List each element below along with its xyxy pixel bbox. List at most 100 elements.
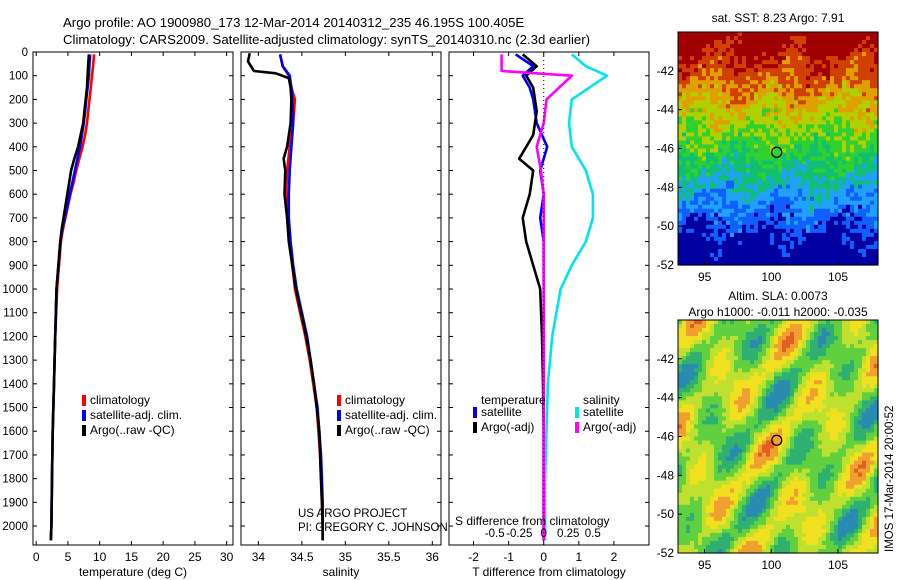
legend-swatch xyxy=(473,407,477,418)
series-line-2 xyxy=(49,54,91,541)
legend-label: climatology xyxy=(90,393,150,407)
x-tick-label: 95 xyxy=(698,270,712,284)
plot-frame xyxy=(448,51,650,546)
y-tick-label: -44 xyxy=(657,103,675,117)
x-tick-label: 35.5 xyxy=(377,550,401,564)
x-tick-label: 2 xyxy=(611,550,618,564)
plot-frame xyxy=(32,51,234,546)
y-tick-label: -46 xyxy=(657,430,675,444)
y-tick-label: 1300 xyxy=(2,355,28,367)
legend-title-salinity: salinity xyxy=(583,393,620,407)
legend-label: satellite-adj. clim. xyxy=(345,408,437,422)
x-tick-label: 105 xyxy=(828,270,848,284)
y-tick-label: 700 xyxy=(9,213,28,225)
x-tick-label: 35 xyxy=(339,550,353,564)
x-tick-label: 34.5 xyxy=(290,550,314,564)
x-axis-label: salinity xyxy=(323,565,360,579)
y-tick-label: -50 xyxy=(657,507,675,521)
y-tick-label: 1700 xyxy=(2,450,28,462)
legend-swatch xyxy=(82,395,86,406)
s-tick-label: 0.25 xyxy=(557,528,579,540)
legend-label: Argo(..raw -QC) xyxy=(345,423,430,437)
x-tick-label: 5 xyxy=(65,550,72,564)
series-line-2 xyxy=(543,53,609,541)
legend-label: satellite-adj. clim. xyxy=(90,408,182,422)
pi-label: PI: GREGORY C. JOHNSON xyxy=(298,522,448,534)
map-subtitle: Argo h1000: -0.011 h2000: -0.035 xyxy=(688,305,868,319)
y-tick-label: 1200 xyxy=(2,331,28,343)
x-tick-label: 36 xyxy=(426,550,440,564)
imos-label: IMOS 17-Mar-2014 20:00:52 xyxy=(884,406,896,552)
x-tick-label: 25 xyxy=(188,550,202,564)
legend-swatch xyxy=(575,422,579,433)
x-tick-label: 105 xyxy=(828,558,848,572)
s-axis-label: S difference from climatology xyxy=(455,514,610,528)
legend-label: Argo(-adj) xyxy=(583,420,636,434)
x-axis-label: T difference from climatology xyxy=(472,565,626,579)
y-tick-label: 1900 xyxy=(2,497,28,509)
y-tick-label: 900 xyxy=(9,260,28,272)
y-tick-label: 200 xyxy=(9,94,28,106)
y-tick-label: -52 xyxy=(657,258,675,272)
sla-map-panel: 95 100 105 -42 -44 -46 -48 -50 -52 Altim. SLA: 0.… xyxy=(657,289,879,572)
y-tick-label: 800 xyxy=(9,237,28,249)
y-tick-label: -50 xyxy=(657,219,675,233)
y-tick-label: 1000 xyxy=(2,284,28,296)
x-axis-label: temperature (deg C) xyxy=(79,565,187,579)
s-tick-label: 0 xyxy=(541,528,547,540)
x-tick-label: 1 xyxy=(575,550,582,564)
y-tick-label: 2000 xyxy=(2,521,28,533)
y-tick-label: 400 xyxy=(9,142,28,154)
salinity-panel: 34 34.5 35 35.5 36 salinity climatologysatelli… xyxy=(240,51,442,579)
y-tick-label: 1800 xyxy=(2,474,28,486)
series-line-3 xyxy=(500,54,574,541)
map-title: sat. SST: 8.23 Argo: 7.91 xyxy=(712,11,845,25)
temperature-panel: 0 5 10 15 20 25 300100200300400500600700800900… xyxy=(2,47,233,579)
legend-swatch xyxy=(337,395,341,406)
y-tick-label: -44 xyxy=(657,391,675,405)
y-tick-label: 1400 xyxy=(2,379,28,391)
map-cells xyxy=(678,32,879,266)
y-tick-label: -52 xyxy=(657,546,675,560)
x-tick-label: 34 xyxy=(252,550,266,564)
argo-location-marker xyxy=(771,434,783,446)
x-tick-label: 100 xyxy=(761,558,781,572)
y-tick-label: -48 xyxy=(657,468,675,482)
project-label: US ARGO PROJECT xyxy=(298,508,407,520)
series-line-2 xyxy=(246,52,325,541)
s-tick-label: -0.25 xyxy=(506,528,532,540)
legend-label: satellite xyxy=(481,405,522,419)
x-tick-label: -1 xyxy=(503,550,514,564)
legend-label: Argo(-adj) xyxy=(481,420,534,434)
legend-swatch xyxy=(82,410,86,421)
y-tick-label: 600 xyxy=(9,189,28,201)
map-title: Altim. SLA: 0.0073 xyxy=(728,289,828,303)
s-tick-label: -0.5 xyxy=(485,528,505,540)
x-tick-label: 20 xyxy=(156,550,170,564)
x-tick-label: 15 xyxy=(125,550,139,564)
x-tick-label: 95 xyxy=(698,558,712,572)
y-tick-label: 0 xyxy=(22,47,28,59)
legend-title-temperature: temperature xyxy=(481,393,546,407)
title-line-1: Argo profile: AO 1900980_173 12-Mar-2014… xyxy=(63,15,524,30)
y-tick-label: 1500 xyxy=(2,403,28,415)
y-tick-label: -48 xyxy=(657,180,675,194)
y-tick-label: 300 xyxy=(9,118,28,130)
map-cells xyxy=(678,320,879,554)
legend-swatch xyxy=(473,422,477,433)
x-tick-label: 0 xyxy=(33,550,40,564)
x-tick-label: -2 xyxy=(468,550,479,564)
legend-label: Argo(..raw -QC) xyxy=(90,423,175,437)
y-tick-label: 500 xyxy=(9,166,28,178)
plot-frame xyxy=(240,51,442,546)
legend-swatch xyxy=(82,425,86,436)
x-tick-label: 10 xyxy=(93,550,107,564)
legend-swatch xyxy=(575,407,579,418)
legend-swatch xyxy=(337,410,341,421)
legend-swatch xyxy=(337,425,341,436)
y-tick-label: 1600 xyxy=(2,426,28,438)
sst-map-panel: 95 100 105 -42 -44 -46 -48 -50 -52 sat. SST: 8.23… xyxy=(657,11,879,284)
s-tick-label: 0.5 xyxy=(585,528,601,540)
y-tick-label: -46 xyxy=(657,142,675,156)
